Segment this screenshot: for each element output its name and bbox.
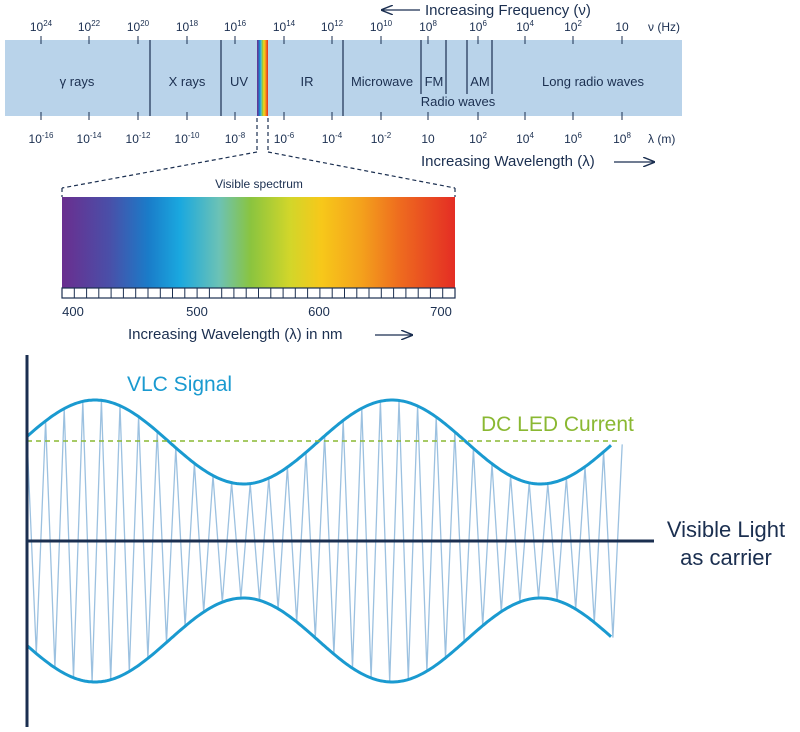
wavelength-tick-label: 10-8: [225, 131, 246, 146]
band-ir: IR: [301, 74, 314, 89]
frequency-tick-label: 10: [615, 20, 629, 34]
carrier-label-line2: as carrier: [680, 545, 772, 570]
band-ticks: [40, 36, 623, 120]
visible-tick-700: 700: [430, 304, 452, 319]
visible-gradient: [62, 197, 455, 288]
band-am: AM: [470, 74, 490, 89]
frequency-title: Increasing Frequency (ν): [425, 2, 591, 19]
ruler-ticks: [61, 288, 456, 298]
band-gamma: γ rays: [60, 74, 95, 89]
frequency-tick-label: 1024: [30, 19, 53, 34]
wavelength-tick-label: 10: [421, 132, 435, 146]
frequency-tick-label: 1014: [273, 19, 296, 34]
wavelength-tick-label: 108: [613, 131, 631, 146]
frequency-tick-label: 1018: [176, 19, 199, 34]
visible-tick-400: 400: [62, 304, 84, 319]
wavelength-tick-label: 10-6: [274, 131, 295, 146]
frequency-tick-label: 1012: [321, 19, 344, 34]
frequency-tick-label: 108: [419, 19, 437, 34]
carrier-label-line1: Visible Light: [667, 517, 785, 542]
vlc-signal-diagram: VLC Signal DC LED Current Visible Light …: [25, 355, 785, 727]
visible-tick-500: 500: [186, 304, 208, 319]
band-radio-waves: Radio waves: [421, 94, 496, 109]
wavelength-tick-labels: 10-16 10-14 10-12 10-10 10-8 10-6 10-4 10-2 10 10…: [29, 131, 632, 146]
wavelength-tick-label: 104: [516, 131, 534, 146]
frequency-tick-label: 1020: [127, 19, 150, 34]
wavelength-tick-label: 10-4: [322, 131, 343, 146]
vlc-signal-label: VLC Signal: [127, 373, 232, 396]
frequency-tick-label: 1022: [78, 19, 101, 34]
dc-led-current-label: DC LED Current: [481, 413, 634, 436]
frequency-tick-label: 106: [469, 19, 487, 34]
frequency-unit: ν (Hz): [648, 20, 680, 34]
band-microwave: Microwave: [351, 74, 413, 89]
band-xray: X rays: [169, 74, 206, 89]
visible-tick-600: 600: [308, 304, 330, 319]
signal-envelope-bottom: [25, 596, 613, 684]
frequency-tick-label: 102: [564, 19, 582, 34]
band-long-radio: Long radio waves: [542, 74, 644, 89]
band-dividers: [149, 40, 493, 116]
wavelength-tick-label: 10-10: [175, 131, 200, 146]
wavelength-unit: λ (m): [648, 132, 675, 146]
frequency-tick-labels: 1024 1022 1020 1018 1016 1014 1012 1010 108 106 10…: [30, 19, 629, 34]
wavelength-tick-label: 102: [469, 131, 487, 146]
visible-strip: [257, 40, 268, 116]
frequency-tick-label: 1016: [224, 19, 247, 34]
visible-spectrum: Visible spectrum 400 500 600 700 Increas…: [61, 118, 456, 343]
wavelength-tick-label: 10-2: [371, 131, 392, 146]
wavelength-tick-label: 10-12: [126, 131, 151, 146]
zoom-connectors: [61, 118, 456, 197]
wavelength-title: Increasing Wavelength (λ): [421, 153, 595, 170]
frequency-tick-label: 1010: [370, 19, 393, 34]
band-uv: UV: [230, 74, 248, 89]
band-fm: FM: [425, 74, 444, 89]
wavelength-tick-label: 10-16: [29, 131, 54, 146]
em-spectrum: Increasing Frequency (ν) 1024 1022 1020 101…: [5, 2, 682, 170]
wavelength-tick-label: 106: [564, 131, 582, 146]
wavelength-tick-label: 10-14: [77, 131, 102, 146]
frequency-tick-label: 104: [516, 19, 534, 34]
visible-spectrum-title: Visible spectrum: [215, 177, 303, 191]
visible-axis-title: Increasing Wavelength (λ) in nm: [128, 326, 343, 343]
